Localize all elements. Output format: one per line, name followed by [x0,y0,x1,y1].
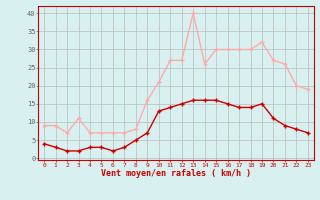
X-axis label: Vent moyen/en rafales ( km/h ): Vent moyen/en rafales ( km/h ) [101,169,251,178]
